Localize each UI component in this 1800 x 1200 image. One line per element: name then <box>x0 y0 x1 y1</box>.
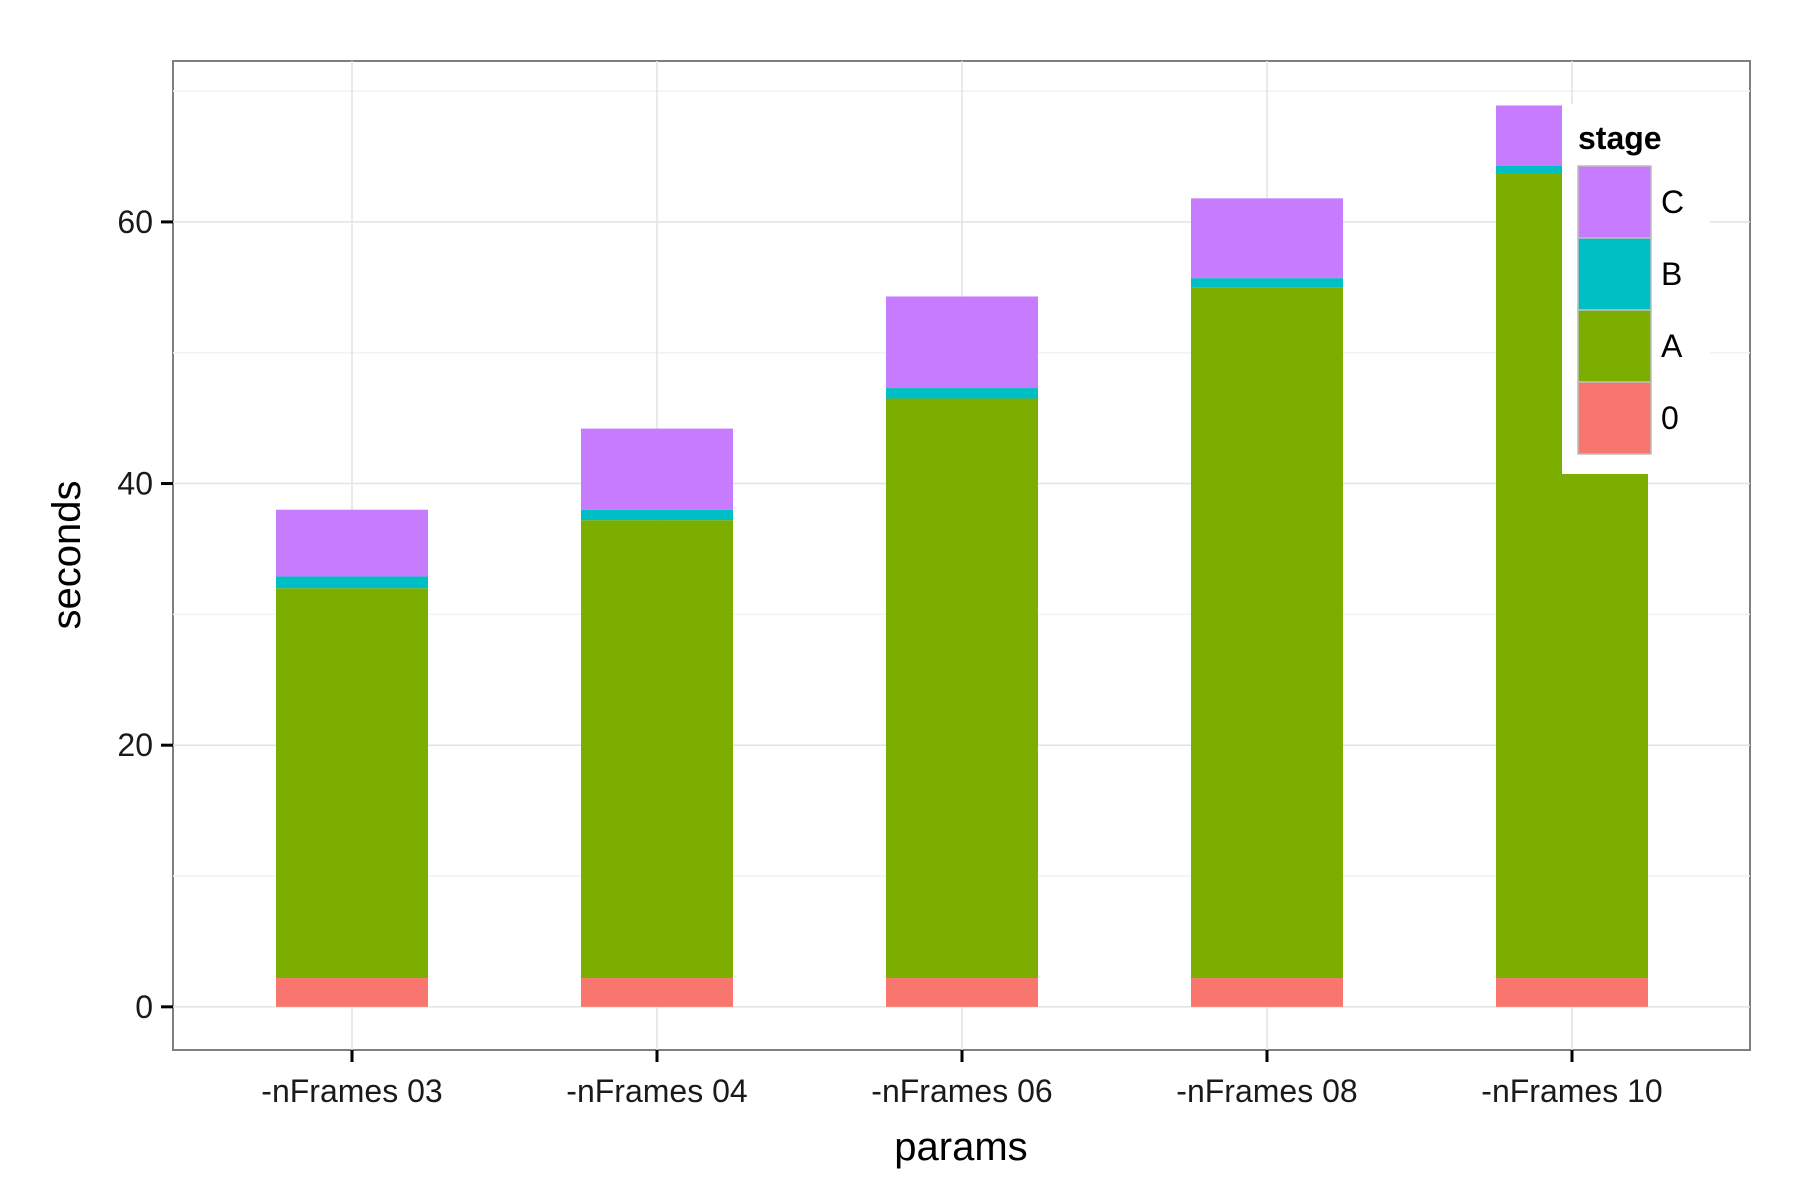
bar-segment-0 <box>1496 978 1648 1007</box>
legend-label-A: A <box>1661 328 1683 364</box>
y-tick-label: 60 <box>117 204 153 240</box>
x-tick-label: -nFrames 08 <box>1176 1073 1357 1109</box>
bar-segment-0 <box>581 978 733 1007</box>
legend: stage CBA 0 <box>1562 104 1710 474</box>
y-axis-title: seconds <box>45 481 89 630</box>
legend-key-0 <box>1577 381 1652 455</box>
x-tick-label: -nFrames 03 <box>261 1073 442 1109</box>
y-tick-label: 40 <box>117 466 153 502</box>
bar-segment-A <box>276 588 428 979</box>
bar-segment-B <box>276 576 428 589</box>
y-tick-label: 20 <box>117 727 153 763</box>
x-axis-title: params <box>894 1125 1027 1169</box>
legend-key-C <box>1577 165 1652 239</box>
bar-segment-A <box>886 398 1038 979</box>
y-tick-label: 0 <box>135 989 153 1025</box>
bars-layer <box>276 105 1648 1007</box>
legend-items: CBA 0 <box>1577 165 1684 455</box>
bar-segment-C <box>276 509 428 577</box>
legend-key-A <box>1577 309 1652 383</box>
bar-segment-0 <box>886 978 1038 1007</box>
bar-segment-A <box>581 520 733 979</box>
legend-label-B: B <box>1661 256 1682 292</box>
legend-label-C: C <box>1661 184 1684 220</box>
legend-label-0: 0 <box>1661 400 1679 436</box>
bar-segment-C <box>886 296 1038 389</box>
y-axis: 0 20 40 60 <box>117 204 173 1025</box>
bar-segment-B <box>1191 278 1343 288</box>
legend-title: stage <box>1578 120 1662 156</box>
bar-segment-C <box>581 428 733 510</box>
bar-segment-C <box>1191 198 1343 279</box>
bar-segment-0 <box>276 978 428 1007</box>
x-tick-label: -nFrames 06 <box>871 1073 1052 1109</box>
bar-segment-0 <box>1191 978 1343 1007</box>
legend-key-B <box>1577 237 1652 311</box>
x-tick-label: -nFrames 10 <box>1481 1073 1662 1109</box>
bar-segment-B <box>886 388 1038 399</box>
bar-segment-B <box>581 509 733 521</box>
x-tick-label: -nFrames 04 <box>566 1073 747 1109</box>
x-axis: -nFrames 03 -nFrames 04 -nFrames 06 -nFrame… <box>261 1050 1663 1109</box>
bar-segment-A <box>1191 287 1343 979</box>
